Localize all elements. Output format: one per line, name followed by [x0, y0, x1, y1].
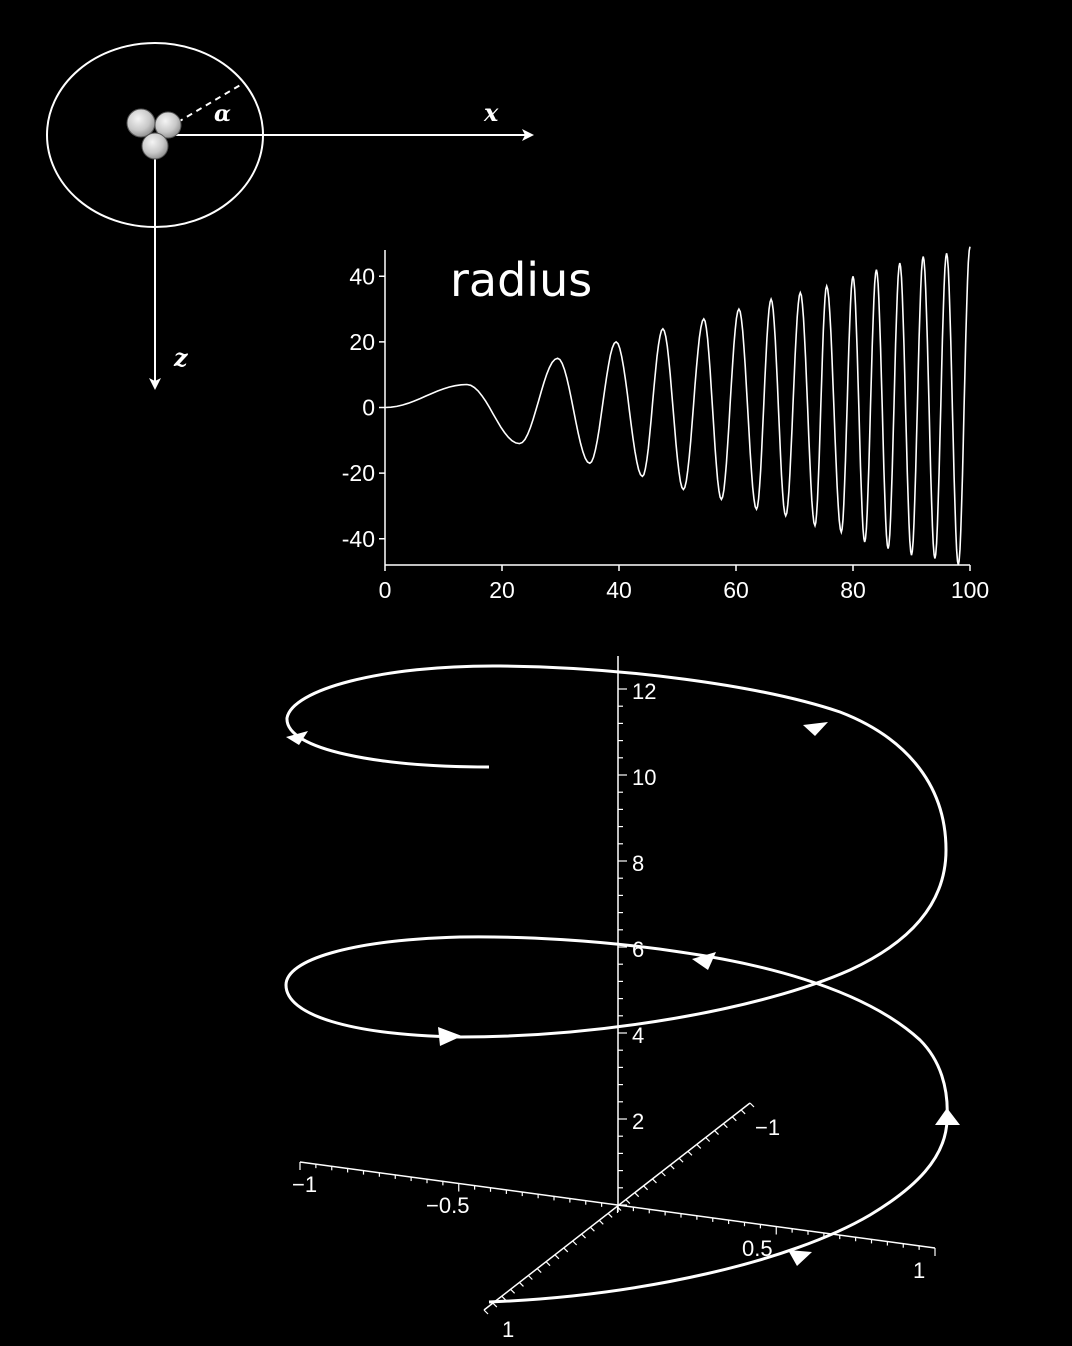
radius-x-tick-label: 100 [951, 577, 989, 603]
spiral-direction-arrow [438, 1027, 462, 1046]
y3d-tick-label: −1 [755, 1115, 780, 1140]
y3d-axis-tick-mark [501, 1295, 507, 1301]
radius-x-ticks: 0 20 40 60 80 100 [379, 565, 989, 603]
y3d-axis-tick-mark [731, 1116, 737, 1122]
y3d-axis-tick-mark [554, 1254, 560, 1260]
radius-y-tick-label: 0 [362, 395, 375, 421]
radius-x-tick-label: 40 [606, 577, 632, 603]
vertical-tick-label: 10 [632, 765, 656, 790]
y3d-axis-tick-mark [749, 1102, 755, 1108]
x3d-tick-label: −1 [292, 1172, 317, 1197]
radius-y-tick-label: -40 [342, 526, 375, 552]
x3d-axis-minor-ticks [299, 1162, 936, 1256]
vertical-tick-label: 2 [632, 1109, 644, 1134]
nucleus-schematic: x z α [46, 42, 534, 390]
y3d-axis-tick-mark [634, 1192, 640, 1198]
y3d-axis-tick-mark [510, 1288, 516, 1294]
radius-x-tick-label: 60 [723, 577, 749, 603]
alpha-label: α [214, 101, 231, 127]
y3d-axis-tick-mark [589, 1226, 595, 1232]
radius-y-tick-label: 40 [349, 263, 375, 289]
x-axis-label: x [483, 98, 499, 127]
nucleus-spheres [126, 108, 182, 160]
y3d-axis-tick-mark [625, 1199, 631, 1205]
y3d-axis-tick-mark [678, 1157, 684, 1163]
radius-chart: 40 20 0 -20 -40 0 20 40 60 80 100 radius [342, 246, 989, 603]
spiral-direction-arrow [935, 1108, 960, 1125]
y3d-axis-tick-mark [527, 1275, 533, 1280]
spiral-direction-arrow [692, 952, 716, 970]
x3d-axis-tick-labels: −1 −0.5 0.5 1 [292, 1172, 925, 1283]
y3d-axis-tick-mark [669, 1164, 675, 1170]
y3d-axis-tick-mark [607, 1212, 613, 1218]
vertical-axis-tick-labels: 2 4 6 8 10 12 [632, 679, 656, 1134]
spiral-trajectory [284, 664, 949, 1304]
x3d-tick-label: 1 [913, 1258, 925, 1283]
y3d-axis-minor-ticks [483, 1102, 755, 1315]
spiral-3d-plot: 2 4 6 8 10 12 −1 −0.5 0.5 1 −1 1 [284, 656, 960, 1342]
y3d-axis-tick-mark [714, 1130, 719, 1136]
y3d-axis-tick-mark [519, 1281, 524, 1287]
y3d-axis-tick-mark [643, 1185, 649, 1191]
y3d-axis-tick-mark [545, 1261, 551, 1267]
radius-x-tick-label: 0 [379, 577, 392, 603]
y3d-axis-tick-mark [660, 1171, 666, 1177]
y3d-axis-tick-mark [616, 1206, 622, 1211]
vertical-tick-label: 4 [632, 1023, 644, 1048]
y3d-axis-tick-mark [483, 1309, 489, 1315]
vertical-tick-label: 12 [632, 679, 656, 704]
radius-chart-title: radius [450, 253, 592, 307]
spiral-direction-arrow [286, 731, 308, 745]
y3d-axis-tick-mark [598, 1219, 604, 1225]
spiral-direction-arrow [803, 722, 828, 736]
spiral-direction-arrow [788, 1250, 812, 1266]
y3d-axis-tick-labels: −1 1 [502, 1115, 780, 1342]
y3d-axis-tick-mark [696, 1143, 702, 1149]
radius-y-ticks: 40 20 0 -20 -40 [342, 263, 385, 552]
y3d-axis-tick-mark [652, 1178, 657, 1184]
y3d-axis-tick-mark [572, 1240, 578, 1246]
y3d-axis-tick-mark [705, 1137, 711, 1142]
vertical-tick-label: 6 [632, 937, 644, 962]
y3d-axis-tick-mark [492, 1302, 498, 1308]
y3d-axis-tick-mark [687, 1150, 693, 1156]
y3d-axis-tick-mark [581, 1233, 586, 1239]
y3d-axis-tick-mark [536, 1268, 542, 1274]
radius-y-tick-label: 20 [349, 329, 375, 355]
y3d-axis-tick-mark [740, 1109, 746, 1115]
radius-y-tick-label: -20 [342, 460, 375, 486]
radius-x-tick-label: 80 [840, 577, 866, 603]
radius-series-line [384, 246, 971, 566]
y3d-axis-tick-mark [563, 1247, 569, 1253]
z-axis-label: z [173, 343, 189, 372]
radius-x-tick-label: 20 [489, 577, 515, 603]
vertical-tick-label: 8 [632, 851, 644, 876]
vertical-axis-minor-ticks [618, 671, 627, 1206]
x3d-tick-label: −0.5 [426, 1193, 469, 1218]
y3d-tick-label: 1 [502, 1317, 514, 1342]
y3d-axis-tick-mark [722, 1123, 728, 1129]
